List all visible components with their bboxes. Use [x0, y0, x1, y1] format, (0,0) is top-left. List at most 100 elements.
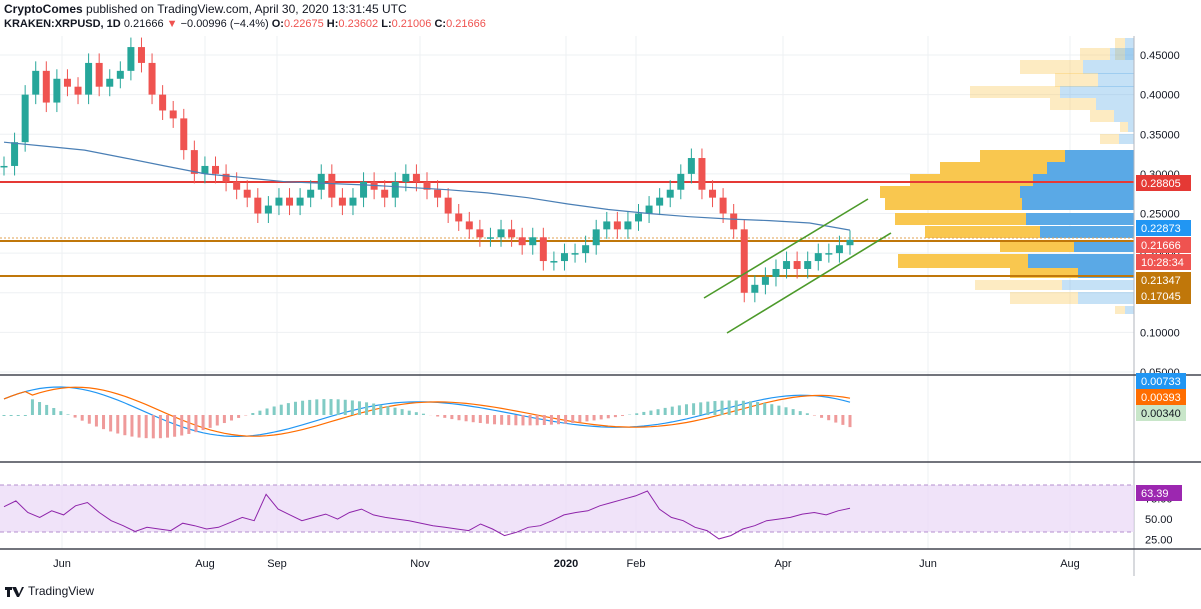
channel-upper-line — [703, 198, 869, 299]
candle-body — [560, 253, 568, 262]
macd-histogram-bar — [635, 413, 639, 415]
candle-body — [719, 197, 727, 214]
candle-body — [740, 229, 748, 293]
macd-histogram-bar — [585, 415, 589, 422]
footer: TradingView — [4, 584, 94, 598]
price-tag-text: 0.28805 — [1141, 178, 1181, 190]
macd-histogram-bar — [173, 415, 177, 437]
macd-histogram-bar — [848, 415, 852, 428]
candle-body — [804, 261, 812, 269]
macd-histogram-bar — [770, 404, 774, 415]
macd-histogram-bar — [827, 415, 831, 421]
macd-histogram-bar — [336, 399, 340, 415]
publisher-name: CryptoComes — [4, 2, 83, 16]
publisher-line: CryptoComes published on TradingView.com… — [4, 2, 407, 16]
macd-histogram-bar — [485, 415, 489, 424]
candle-body — [42, 70, 50, 103]
candle-body — [53, 78, 61, 103]
macd-histogram-bar — [38, 402, 42, 415]
macd-histogram-bar — [393, 407, 397, 415]
macd-histogram-bar — [734, 400, 738, 415]
macd-histogram-bar — [102, 415, 106, 430]
rsi-tick-label: 50.00 — [1145, 514, 1173, 526]
macd-histogram-bar — [557, 415, 561, 425]
price-tag-bg — [1136, 175, 1191, 191]
candle-body — [349, 197, 357, 206]
volume-profile-down-bar — [1022, 198, 1134, 210]
macd-histogram-bar — [158, 415, 162, 439]
volume-profile-up-bar — [1080, 48, 1110, 60]
candle-body — [656, 197, 664, 206]
macd-histogram-bar — [421, 413, 425, 415]
macd-histogram-bar — [407, 410, 411, 415]
candle-body — [497, 229, 505, 238]
macd-histogram-bar — [549, 415, 553, 425]
macd-histogram-bar — [286, 403, 290, 415]
candle-body — [169, 110, 177, 119]
time-tick-label: Sep — [267, 558, 287, 570]
candle-body — [846, 239, 854, 246]
macd-histogram-bar — [265, 408, 269, 415]
volume-profile-up-bar — [910, 174, 1033, 186]
macd-histogram-bar — [642, 411, 646, 415]
candle-body — [63, 78, 71, 87]
candle-body — [508, 229, 516, 238]
macd-histogram-bar — [748, 401, 752, 415]
volume-profile-up-bar — [1000, 240, 1074, 252]
macd-histogram-bar — [329, 399, 333, 415]
volume-profile-up-bar — [1115, 38, 1125, 60]
candle-body — [233, 181, 241, 190]
candle-body — [328, 173, 336, 198]
price-tag-text: 10:28:34 — [1141, 257, 1184, 269]
price-tag-text: 0.22873 — [1141, 223, 1181, 235]
candle-body — [21, 94, 29, 143]
macd-histogram-bar — [229, 415, 233, 421]
rsi-line — [3, 490, 851, 540]
macd-tag-bg — [1136, 389, 1186, 405]
candle-body — [529, 237, 537, 246]
macd-histogram-bar — [464, 415, 468, 422]
macd-histogram-bar — [301, 400, 305, 415]
high-value: 0.23602 — [338, 18, 379, 30]
candle-body — [180, 118, 188, 151]
macd-histogram-bar — [308, 399, 312, 415]
macd-histogram-bar — [621, 415, 625, 416]
macd-histogram-bar — [379, 404, 383, 415]
candle-body — [74, 86, 82, 95]
macd-histogram-bar — [564, 415, 568, 424]
macd-histogram-bar — [251, 412, 255, 415]
time-tick-label: Feb — [627, 558, 646, 570]
volume-profile-up-bar — [1010, 268, 1078, 278]
change-value: −0.00996 (−4.4%) — [180, 18, 269, 30]
macd-line — [3, 386, 851, 437]
candle-body — [254, 197, 262, 214]
macd-histogram-bar — [493, 415, 497, 425]
macd-histogram-bar — [130, 415, 134, 437]
candle-body — [751, 284, 759, 293]
macd-histogram-bar — [663, 407, 667, 415]
volume-profile-up-bar — [1120, 122, 1128, 132]
macd-histogram-bar — [777, 405, 781, 415]
macd-histogram-bar — [151, 415, 155, 439]
price-tag-bg — [1136, 254, 1191, 270]
candle-body — [825, 253, 833, 255]
macd-histogram-bar — [649, 410, 653, 415]
macd-histogram-bar — [66, 414, 70, 415]
candle-body — [159, 94, 167, 111]
macd-histogram-bar — [820, 415, 824, 418]
close-key: C: — [434, 18, 447, 30]
grid — [0, 36, 1134, 549]
time-tick-label: Aug — [1060, 558, 1080, 570]
macd-histogram-bar — [94, 415, 98, 427]
macd-histogram-bar — [400, 409, 404, 415]
price-tick-label: 0.10000 — [1140, 327, 1180, 339]
down-arrow-icon: ▼ — [166, 18, 178, 30]
candle-body — [201, 165, 209, 174]
volume-profile-down-bar — [1020, 186, 1134, 198]
candle-body — [434, 189, 442, 198]
price-tag-bg — [1136, 237, 1191, 253]
macd-histogram-bar — [471, 415, 475, 423]
volume-profile-down-bar — [1033, 174, 1134, 186]
macd-histogram-bar — [258, 410, 262, 415]
